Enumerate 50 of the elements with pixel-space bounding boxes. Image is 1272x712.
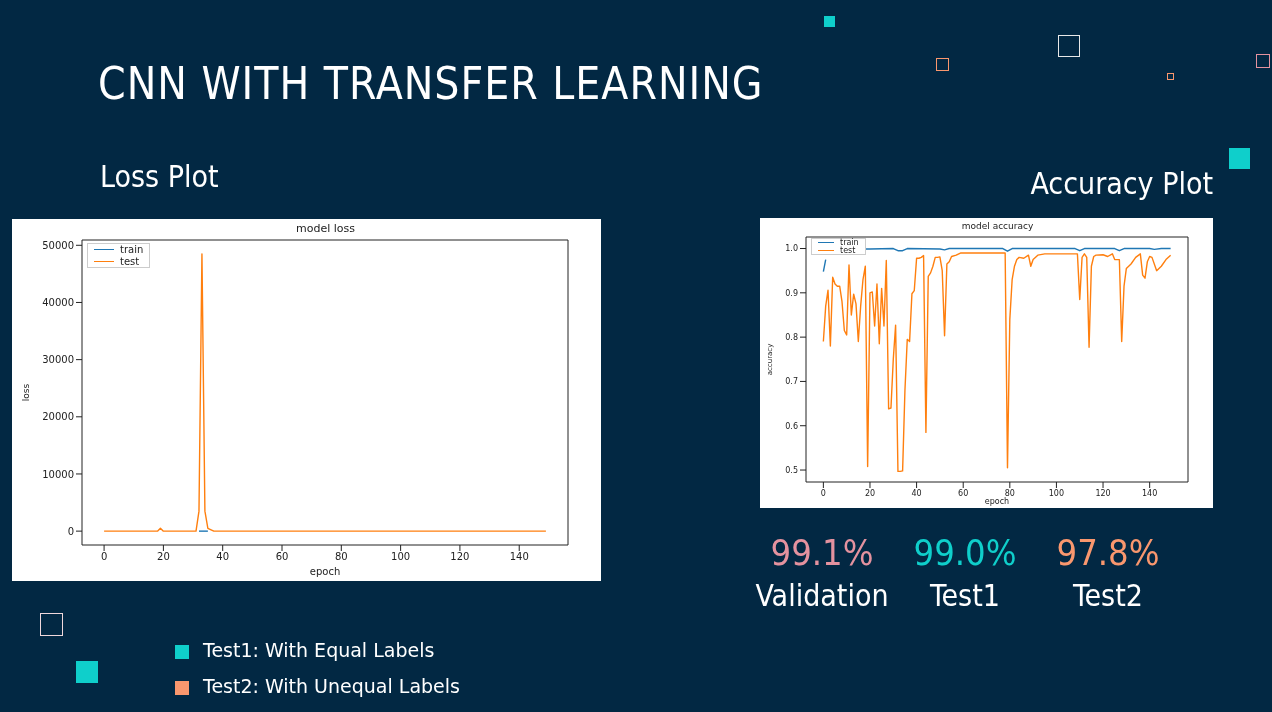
y-tick-label: 0.7: [785, 377, 798, 387]
y-tick-label: 0.9: [785, 288, 798, 298]
chart-title: model loss: [295, 222, 356, 235]
x-tick-label: 0: [820, 488, 826, 498]
y-axis-title: loss: [21, 383, 32, 402]
x-tick-label: 140: [1142, 488, 1158, 498]
legend-label: test: [840, 245, 856, 255]
x-tick-label: 140: [509, 551, 529, 563]
text: Accuracy Plot: [1030, 166, 1213, 201]
x-tick-label: 100: [1048, 488, 1065, 498]
x-axis-title: epoch: [309, 566, 341, 577]
text: 99.1%: [770, 532, 874, 573]
line-series: [103, 253, 547, 532]
text: 97.8%: [1056, 532, 1160, 573]
x-tick-label: 0: [100, 551, 108, 563]
x-tick-label: 100: [391, 551, 411, 563]
y-tick-label: 30000: [42, 354, 74, 366]
x-tick-label: 20: [864, 488, 876, 498]
x-tick-label: 120: [1095, 488, 1111, 498]
x-tick-label: 80: [1004, 488, 1015, 498]
x-tick-label: 20: [157, 551, 170, 563]
x-tick-label: 40: [911, 488, 922, 498]
x-tick-label: 120: [450, 551, 470, 563]
y-tick-label: 10000: [42, 468, 74, 480]
category-label: Validation: [754, 577, 890, 615]
y-tick-label: 1.0: [785, 244, 798, 254]
y-tick-label: 50000: [42, 239, 74, 251]
category-label: Test2: [1072, 577, 1144, 615]
x-tick-label: 40: [216, 551, 230, 563]
line-series: [822, 252, 1172, 473]
y-tick-label: 0: [67, 525, 74, 537]
y-tick-label: 20000: [42, 411, 74, 423]
y-tick-label: 0.5: [785, 465, 798, 475]
x-tick-label: 60: [958, 488, 969, 498]
category-label: Test1: [930, 578, 1000, 613]
text: 99.0%: [913, 532, 1017, 573]
text: Test2: With Unequal Labels: [203, 675, 460, 697]
text: CNN WITH TRANSFER LEARNING: [98, 58, 764, 109]
chart-title: model accuracy: [960, 221, 1035, 231]
x-axis-title: epoch: [984, 497, 1010, 506]
legend-label: test: [120, 255, 140, 267]
y-tick-label: 0.6: [785, 421, 798, 431]
legend-label: train: [840, 238, 859, 247]
x-tick-label: 80: [334, 551, 348, 563]
text: Test1: With Equal Labels: [203, 639, 435, 661]
legend-label: train: [120, 244, 144, 256]
text: Loss Plot: [100, 159, 219, 194]
y-tick-label: 40000: [42, 297, 74, 309]
x-tick-label: 60: [275, 551, 289, 563]
y-tick-label: 0.8: [785, 332, 798, 342]
